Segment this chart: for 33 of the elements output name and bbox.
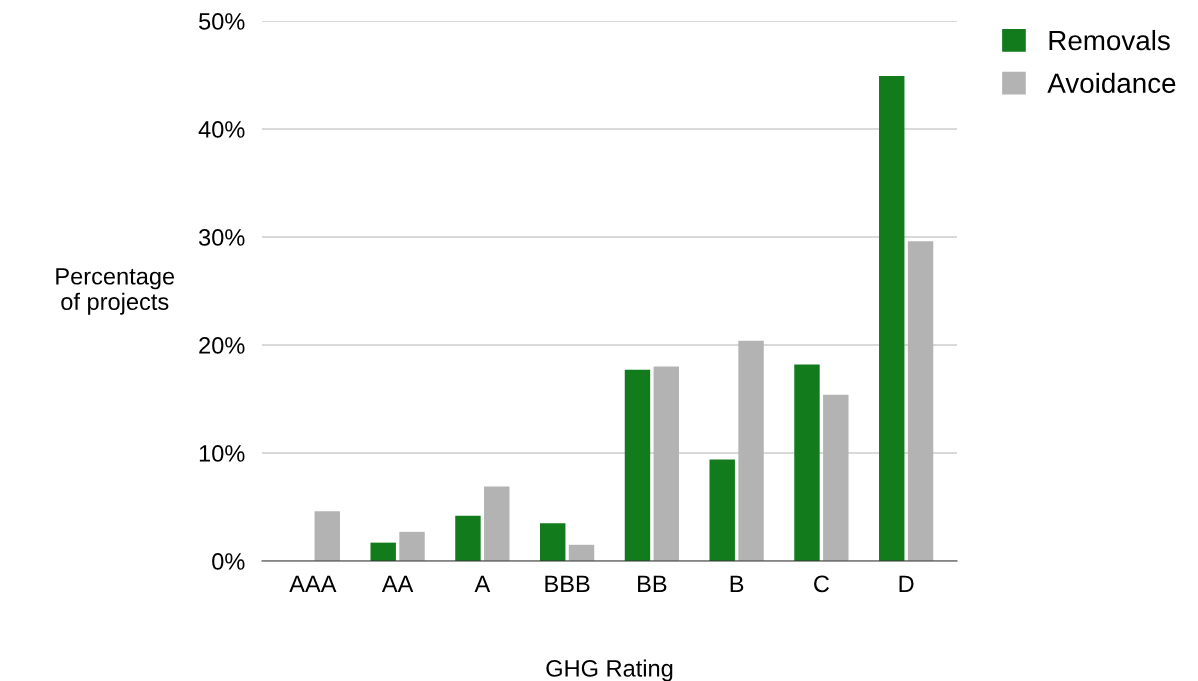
legend-label: Removals	[1049, 29, 1170, 51]
x-tick-label: BB	[638, 575, 667, 592]
y-tick-label: 20%	[199, 337, 245, 354]
y-tick-label: 10%	[199, 445, 245, 462]
bar	[738, 340, 764, 561]
x-tick-label: AA	[381, 575, 414, 592]
bar	[794, 364, 820, 561]
bar	[484, 486, 510, 561]
x-tick-label: BBB	[545, 575, 590, 592]
bar	[568, 544, 595, 561]
bar	[399, 531, 425, 561]
x-axis-title: GHG Rating	[546, 659, 673, 681]
x-tick-label: C	[814, 575, 830, 593]
x-tick-label: B	[730, 575, 744, 592]
bar	[879, 76, 905, 561]
x-tick-label: D	[899, 575, 914, 592]
bar	[823, 394, 849, 561]
y-axis-title: Percentage of projects	[56, 268, 175, 315]
bar	[907, 241, 934, 561]
bar	[653, 366, 679, 561]
bar	[370, 542, 396, 561]
bar	[314, 511, 340, 561]
y-tick-label: 0%	[212, 553, 245, 570]
bar	[540, 523, 566, 561]
x-tick-label: AAA	[289, 575, 337, 592]
x-tick-label: A	[474, 575, 491, 592]
bar	[455, 515, 481, 561]
y-tick-label: 30%	[198, 229, 245, 246]
legend-label: Avoidance	[1047, 72, 1176, 94]
y-tick-label: 40%	[198, 121, 245, 138]
bar	[624, 369, 651, 561]
bar	[709, 459, 735, 561]
y-tick-label: 50%	[199, 13, 245, 30]
